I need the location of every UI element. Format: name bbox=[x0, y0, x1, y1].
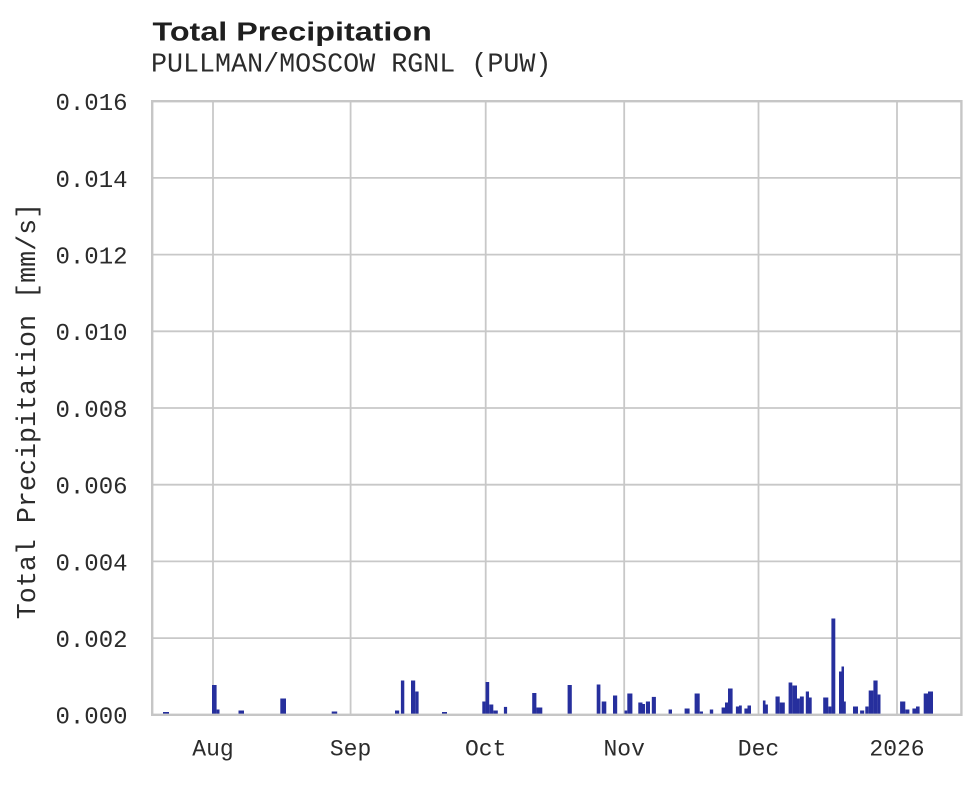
svg-text:Total Precipitation: Total Precipitation bbox=[153, 17, 432, 46]
svg-text:0.008: 0.008 bbox=[55, 398, 127, 425]
svg-text:Oct: Oct bbox=[465, 737, 506, 763]
svg-text:0.014: 0.014 bbox=[55, 168, 127, 195]
svg-text:0.004: 0.004 bbox=[55, 551, 127, 578]
svg-text:0.016: 0.016 bbox=[55, 91, 127, 118]
svg-text:0.010: 0.010 bbox=[55, 321, 127, 348]
svg-text:2026: 2026 bbox=[869, 737, 924, 763]
svg-text:Nov: Nov bbox=[603, 737, 645, 763]
svg-text:Aug: Aug bbox=[192, 737, 233, 763]
svg-text:Dec: Dec bbox=[738, 737, 779, 763]
svg-text:Total Precipitation [mm/s]: Total Precipitation [mm/s] bbox=[14, 203, 44, 619]
svg-text:PULLMAN/MOSCOW RGNL (PUW): PULLMAN/MOSCOW RGNL (PUW) bbox=[151, 50, 551, 80]
svg-text:0.002: 0.002 bbox=[55, 628, 127, 655]
svg-text:0.006: 0.006 bbox=[55, 475, 127, 502]
svg-text:Sep: Sep bbox=[330, 737, 371, 763]
svg-text:0.000: 0.000 bbox=[55, 705, 127, 732]
svg-text:0.012: 0.012 bbox=[55, 245, 127, 272]
